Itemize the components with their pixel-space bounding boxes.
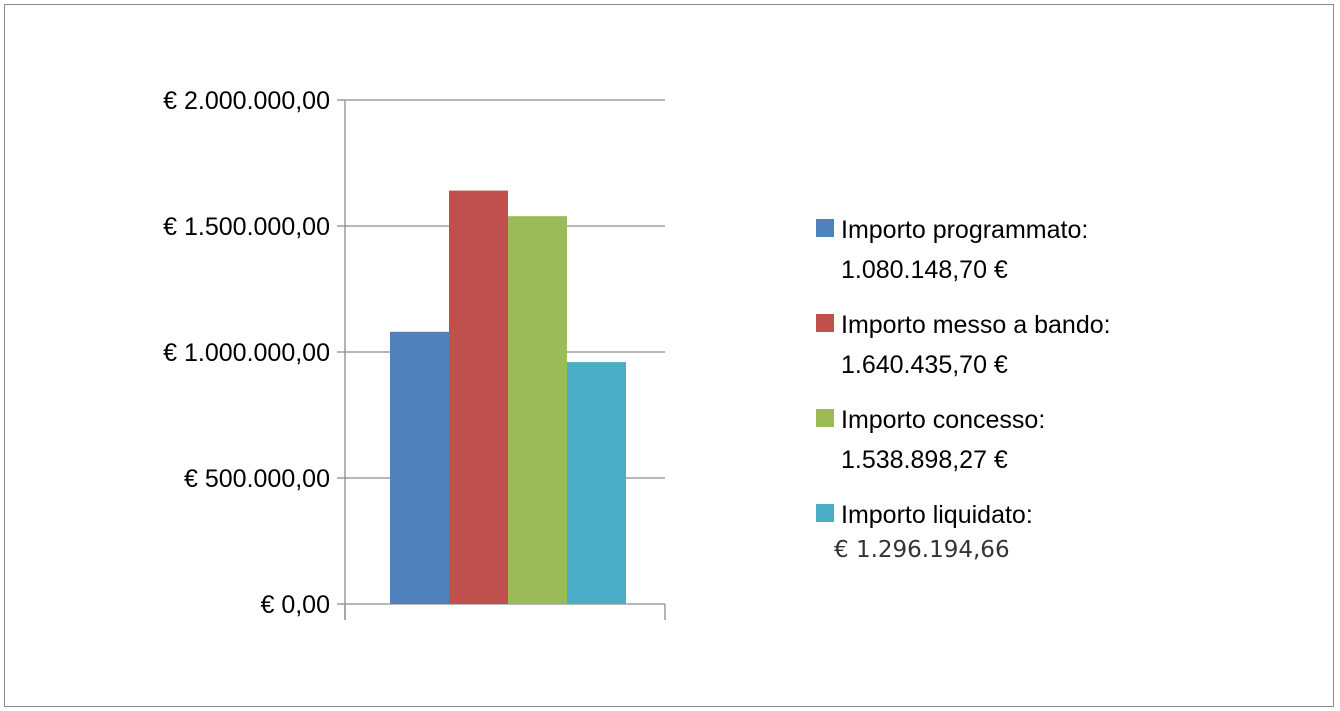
legend-value: 1.538.898,27 €	[841, 446, 1008, 474]
bar	[390, 331, 449, 604]
bar	[508, 216, 567, 604]
y-tick-label: € 500.000,00	[184, 465, 330, 493]
y-tick-label: € 1.500.000,00	[163, 213, 330, 241]
legend-swatch	[816, 504, 834, 522]
legend-swatch	[816, 409, 834, 427]
y-tick-label: € 0,00	[260, 591, 330, 619]
bar	[567, 362, 626, 604]
legend-label: Importo concesso:	[841, 406, 1045, 434]
legend-value: 1.640.435,70 €	[841, 351, 1008, 379]
y-tick-label: € 1.000.000,00	[163, 339, 330, 367]
legend-swatch	[816, 219, 834, 237]
legend-value: 1.080.148,70 €	[841, 256, 1008, 284]
chart-frame	[4, 4, 1334, 707]
legend: Importo programmato: 1.080.148,70 € Import…	[816, 216, 1111, 563]
y-tick-label: € 2.000.000,00	[163, 87, 330, 115]
legend-label: Importo messo a bando:	[841, 311, 1111, 339]
y-tick-labels: € 0,00 € 500.000,00 € 1.000.000,00 € 1.500.…	[163, 87, 330, 619]
legend-value: € 1.296.194,66	[834, 537, 1010, 563]
legend-label: Importo liquidato:	[841, 501, 1033, 529]
bar	[449, 190, 508, 604]
bars	[390, 190, 626, 604]
legend-swatch	[816, 314, 834, 332]
legend-label: Importo programmato:	[841, 216, 1088, 244]
